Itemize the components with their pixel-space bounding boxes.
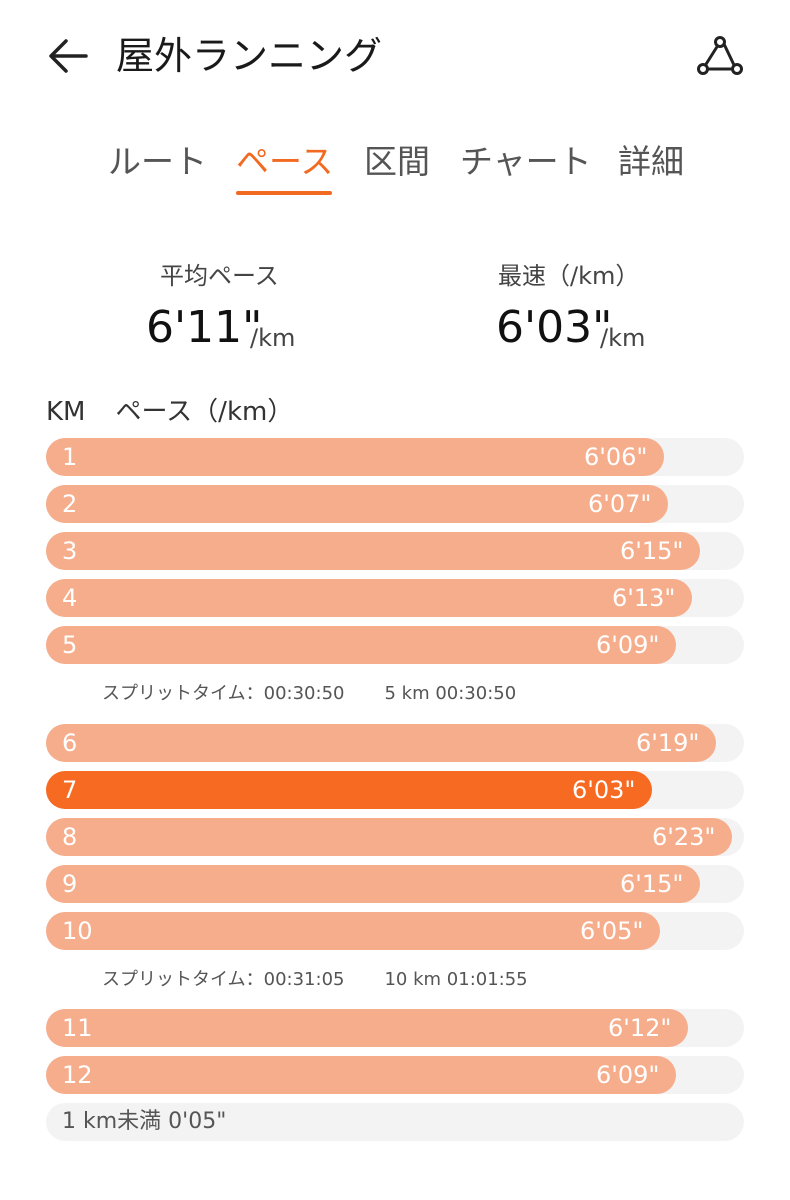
fastest-pace-label: 最速（/km）: [498, 262, 640, 290]
split-cumulative: 5 km 00:30:50: [384, 683, 517, 704]
split-km: 10: [62, 917, 93, 945]
split-row-12: 12 6'09": [46, 1056, 744, 1094]
split-km: 7: [62, 776, 78, 804]
split-row-3: 3 6'15": [46, 532, 744, 570]
split-row-11: 11 6'12": [46, 1009, 744, 1047]
split-pace: 6'05": [580, 917, 644, 945]
split-pace: 6'15": [620, 870, 684, 898]
split-row-6: 6 6'19": [46, 724, 744, 762]
tab-chart[interactable]: チャート: [460, 142, 592, 181]
fastest-pace-unit: /km: [600, 324, 646, 352]
tab-pace[interactable]: ペース: [236, 142, 334, 181]
pace-bar: [46, 532, 700, 570]
split-km: 9: [62, 870, 78, 898]
pace-bar: [46, 626, 676, 664]
split-km: 8: [62, 823, 78, 851]
split-km: 3: [62, 537, 78, 565]
split-row-2: 2 6'07": [46, 485, 744, 523]
page-title: 屋外ランニング: [116, 34, 383, 78]
pace-bar: [46, 818, 732, 856]
arrow-left-icon: [49, 39, 88, 73]
split-pace: 6'19": [636, 729, 700, 757]
tab-bar: ルート ペース 区間 チャート 詳細: [0, 138, 790, 198]
pace-bar: [46, 579, 692, 617]
tab-details[interactable]: 詳細: [618, 142, 684, 181]
pace-column-header: ペース（/km）: [115, 397, 294, 427]
split-time-label: スプリットタイム：00:30:50: [102, 683, 345, 704]
pace-bar: [46, 438, 664, 476]
column-headers: KM ペース（/km）: [46, 395, 293, 429]
split-km: 4: [62, 584, 78, 612]
km-column-header: KM: [46, 397, 86, 427]
pace-bar: [46, 724, 716, 762]
split-pace: 6'09": [596, 1061, 660, 1089]
split-km: 5: [62, 631, 78, 659]
split-pace: 6'12": [608, 1014, 672, 1042]
tab-section[interactable]: 区間: [364, 142, 430, 181]
back-button[interactable]: [44, 32, 96, 80]
split-pace: 6'07": [588, 490, 652, 518]
split-cumulative: 10 km 01:01:55: [384, 969, 528, 990]
share-route-icon: [697, 36, 743, 75]
pace-bar: [46, 1009, 688, 1047]
pace-bar-fastest: [46, 771, 652, 809]
split-km: 11: [62, 1014, 93, 1042]
pace-bar: [46, 485, 668, 523]
split-time-label: スプリットタイム：00:31:05: [102, 969, 345, 990]
split-pace: 6'09": [596, 631, 660, 659]
split-pace: 6'23": [652, 823, 716, 851]
split-km: 2: [62, 490, 78, 518]
remainder-text: 1 km未満 0'05": [62, 1109, 227, 1134]
split-km: 1: [62, 443, 78, 471]
split-row-5: 5 6'09": [46, 626, 744, 664]
split-row-10: 10 6'05": [46, 912, 744, 950]
split-pace: 6'06": [584, 443, 648, 471]
pace-bar: [46, 865, 700, 903]
pace-bar: [46, 912, 660, 950]
split-row-1: 1 6'06": [46, 438, 744, 476]
avg-pace-value: 6'11": [146, 302, 263, 353]
active-tab-indicator: [236, 191, 332, 195]
pace-bar: [46, 1056, 676, 1094]
tab-route[interactable]: ルート: [108, 142, 207, 181]
split-row-4: 4 6'13": [46, 579, 744, 617]
remainder-row: 1 km未満 0'05": [46, 1103, 744, 1141]
split-km: 12: [62, 1061, 93, 1089]
split-pace: 6'03": [572, 776, 636, 804]
split-pace: 6'13": [612, 584, 676, 612]
split-km: 6: [62, 729, 78, 757]
split-time-5km: スプリットタイム：00:30:50 5 km 00:30:50: [102, 681, 516, 707]
avg-pace-label: 平均ペース: [160, 262, 279, 290]
share-route-button[interactable]: [694, 32, 746, 80]
avg-pace-unit: /km: [250, 324, 296, 352]
split-time-10km: スプリットタイム：00:31:05 10 km 01:01:55: [102, 967, 528, 993]
split-pace: 6'15": [620, 537, 684, 565]
split-row-8: 8 6'23": [46, 818, 744, 856]
fastest-pace-value: 6'03": [496, 302, 613, 353]
app-header: 屋外ランニング: [0, 0, 790, 110]
split-row-9: 9 6'15": [46, 865, 744, 903]
split-row-7: 7 6'03": [46, 771, 744, 809]
